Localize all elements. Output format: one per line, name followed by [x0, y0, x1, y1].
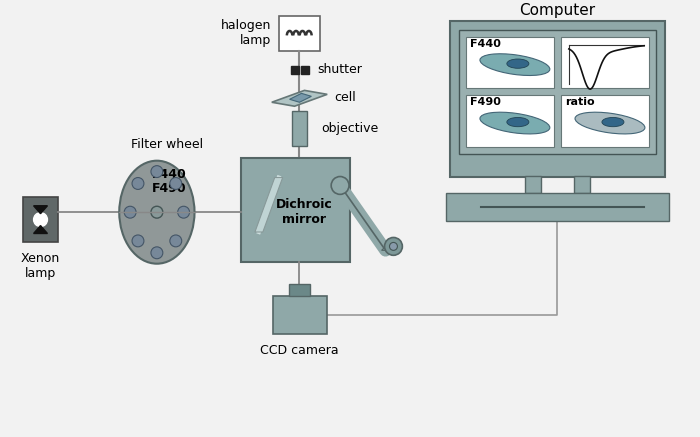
Text: cell: cell — [334, 91, 356, 104]
Polygon shape — [34, 225, 48, 233]
Circle shape — [124, 206, 136, 218]
Text: Computer: Computer — [519, 3, 596, 18]
Circle shape — [151, 166, 163, 177]
Text: objective: objective — [321, 122, 379, 135]
Text: halogen
lamp: halogen lamp — [220, 19, 271, 48]
Circle shape — [178, 206, 190, 218]
FancyBboxPatch shape — [241, 158, 350, 262]
Ellipse shape — [119, 161, 195, 264]
Circle shape — [151, 247, 163, 259]
Text: shutter: shutter — [317, 63, 362, 76]
Circle shape — [132, 235, 144, 247]
FancyBboxPatch shape — [466, 37, 554, 88]
Ellipse shape — [480, 112, 550, 134]
Circle shape — [34, 213, 48, 226]
Text: F440: F440 — [152, 168, 187, 181]
FancyBboxPatch shape — [292, 111, 307, 146]
FancyBboxPatch shape — [574, 176, 590, 194]
FancyBboxPatch shape — [450, 21, 665, 177]
Circle shape — [384, 237, 402, 255]
Text: Dichroic
mirror: Dichroic mirror — [276, 198, 332, 225]
Ellipse shape — [507, 59, 529, 68]
FancyBboxPatch shape — [525, 176, 540, 194]
Circle shape — [331, 177, 349, 194]
Polygon shape — [34, 206, 48, 214]
Ellipse shape — [575, 112, 645, 134]
Bar — [302, 66, 309, 73]
Bar — [290, 66, 298, 73]
Circle shape — [389, 243, 398, 250]
Polygon shape — [382, 241, 396, 250]
Ellipse shape — [480, 54, 550, 76]
Polygon shape — [272, 90, 327, 106]
Text: CCD camera: CCD camera — [260, 344, 339, 357]
FancyBboxPatch shape — [459, 30, 656, 154]
FancyBboxPatch shape — [561, 37, 649, 88]
Ellipse shape — [602, 118, 624, 127]
FancyBboxPatch shape — [279, 16, 321, 51]
FancyBboxPatch shape — [446, 194, 669, 221]
FancyBboxPatch shape — [288, 284, 310, 296]
FancyBboxPatch shape — [466, 95, 554, 147]
Text: F490: F490 — [152, 182, 187, 195]
Polygon shape — [290, 94, 312, 102]
Text: Filter wheel: Filter wheel — [131, 138, 203, 151]
FancyBboxPatch shape — [561, 95, 649, 147]
Circle shape — [151, 206, 163, 218]
Text: F490: F490 — [470, 97, 500, 108]
FancyBboxPatch shape — [273, 296, 327, 334]
Circle shape — [170, 235, 182, 247]
Ellipse shape — [507, 118, 529, 127]
Circle shape — [132, 177, 144, 189]
Circle shape — [170, 177, 182, 189]
FancyBboxPatch shape — [23, 198, 58, 242]
Polygon shape — [255, 177, 283, 232]
Text: ratio: ratio — [565, 97, 594, 108]
Text: F440: F440 — [470, 39, 500, 49]
Text: Xenon
lamp: Xenon lamp — [21, 252, 60, 280]
